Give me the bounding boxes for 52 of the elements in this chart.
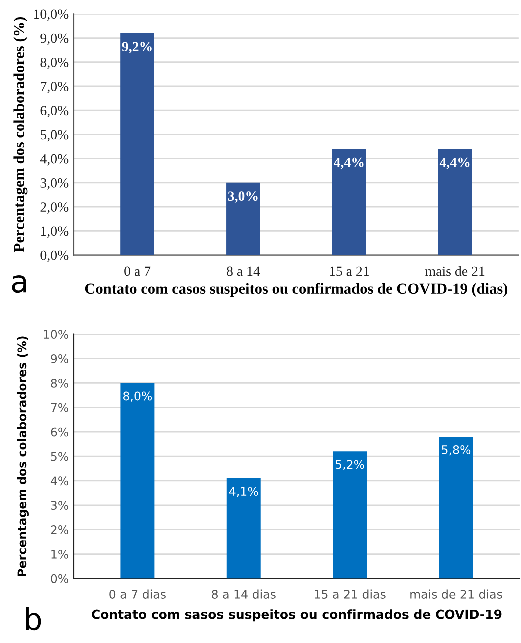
y-tick-label: 5%	[51, 452, 68, 462]
y-tick-label: 10,0%	[34, 10, 69, 22]
y-tick-label: 1%	[52, 550, 68, 559]
data-label: 4,4%	[440, 158, 470, 170]
y-tick-label: 4%	[50, 476, 68, 486]
x-tick-label: mais de 21	[426, 266, 485, 276]
y-tick-label: 4,0%	[40, 154, 69, 166]
text: b	[26, 607, 42, 631]
y-tick-label: 7,0%	[41, 82, 69, 94]
x-tick-label: mais de 21 dias	[410, 590, 502, 599]
bar	[333, 452, 368, 579]
y-tick-label: 1,0%	[41, 226, 69, 238]
y-tick-label: 8%	[51, 378, 68, 388]
y-tick-label: 0%	[51, 574, 68, 584]
y-tick-label: 6,0%	[40, 106, 69, 118]
x-tick-label: 15 a 21	[330, 266, 370, 276]
data-label: 4,4%	[334, 158, 364, 170]
data-label: 8,0%	[124, 392, 152, 402]
y-axis-title: Percentagem dos colaboradores (%)	[14, 17, 28, 252]
x-tick-label: 8 a 14	[227, 266, 260, 276]
y-axis-title: Percentagem dos colaboradores (%)	[17, 336, 29, 576]
data-label: 4,1%	[229, 487, 258, 498]
y-tick-label: 7%	[51, 403, 68, 412]
bar	[120, 33, 154, 256]
data-label: 3,0%	[228, 192, 258, 204]
y-tick-label: 3,0%	[40, 178, 69, 190]
bar	[332, 149, 366, 256]
bar	[226, 478, 261, 579]
text: a	[12, 276, 26, 294]
bar	[438, 149, 472, 256]
x-tick-label: 0 a 7 dias	[110, 590, 166, 599]
x-axis-title: Contato com sasos suspeitos ou confirmados de COVID-19	[92, 610, 502, 622]
bar	[439, 436, 474, 579]
y-tick-label: 10%	[44, 330, 68, 340]
y-tick-label: 5,0%	[41, 130, 69, 142]
bar	[120, 383, 155, 579]
data-label: 9,2%	[122, 42, 152, 54]
x-tick-label: 8 a 14 dias	[212, 590, 276, 599]
y-tick-label: 9,0%	[40, 34, 69, 46]
y-tick-label: 0,0%	[40, 250, 69, 262]
y-tick-label: 2%	[51, 526, 68, 534]
bar	[226, 182, 260, 256]
data-label: 5,2%	[336, 460, 364, 470]
y-tick-label: 8,0%	[40, 58, 69, 70]
y-tick-label: 3%	[51, 501, 68, 510]
x-tick-label: 15 a 21 dias	[315, 590, 386, 599]
y-tick-label: 6%	[51, 428, 68, 437]
x-axis-title: Contato com casos suspeitos ou confirmados de COVID-19 (dias)	[85, 283, 508, 298]
y-tick-label: 2,0%	[40, 202, 69, 214]
x-tick-label: 0 a 7	[124, 266, 151, 276]
data-label: 5,8%	[442, 446, 471, 456]
y-tick-label: 9%	[51, 354, 68, 364]
